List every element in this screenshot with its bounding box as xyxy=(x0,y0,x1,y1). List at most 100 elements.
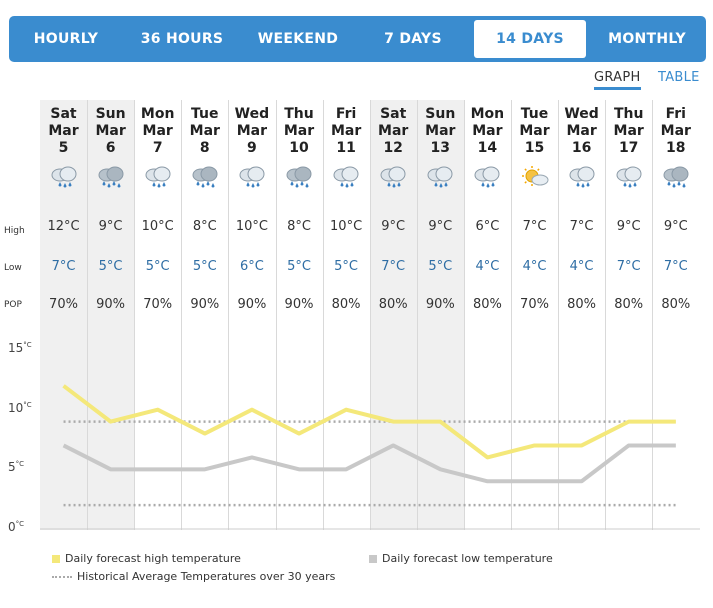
rain-icon xyxy=(616,166,642,188)
day-column[interactable]: Sun Mar 13 9°C 5°C 90% xyxy=(417,100,463,312)
tab-monthly[interactable]: MONTHLY xyxy=(608,31,686,47)
tab-36-hours[interactable]: 36 HOURS xyxy=(140,31,224,47)
day-month: Mar xyxy=(425,123,456,139)
tab-weekend[interactable]: WEEKEND xyxy=(257,31,339,47)
day-column[interactable]: Tue Mar 15 7°C 4°C 70% xyxy=(512,100,558,312)
high-temp: 8°C xyxy=(287,219,311,234)
day-of-week: Fri xyxy=(335,106,357,122)
y-axis-tick-label: 15°C xyxy=(8,341,32,355)
day-header: Thu Mar 10 xyxy=(276,106,322,157)
rain-icon xyxy=(427,166,453,188)
day-month: Mar xyxy=(236,123,268,139)
legend-low-label: Daily forecast low temperature xyxy=(382,552,553,565)
column-divider xyxy=(652,100,654,530)
table-view-toggle[interactable]: TABLE xyxy=(658,70,700,85)
day-column[interactable]: Thu Mar 17 9°C 7°C 80% xyxy=(606,100,652,312)
precip-probability: 80% xyxy=(567,297,597,312)
legend-low: Daily forecast low temperature xyxy=(369,552,553,565)
column-divider xyxy=(605,100,607,530)
day-column[interactable]: Mon Mar 14 6°C 4°C 80% xyxy=(464,100,510,312)
low-temp: 4°C xyxy=(522,259,547,274)
rain-icon xyxy=(380,166,406,188)
day-date: 13 xyxy=(430,140,451,156)
day-month: Mar xyxy=(378,123,409,139)
day-of-week: Wed xyxy=(234,106,270,122)
precip-probability: 80% xyxy=(331,297,361,312)
day-column[interactable]: Fri Mar 11 10°C 5°C 80% xyxy=(323,100,369,312)
high-temp: 9°C xyxy=(381,219,406,234)
day-header: Fri Mar 18 xyxy=(653,106,699,157)
day-header: Sat Mar 5 xyxy=(41,106,87,157)
high-temp: 9°C xyxy=(663,219,688,234)
day-column[interactable]: Tue Mar 8 8°C 5°C 90% xyxy=(182,100,228,312)
day-column[interactable]: Wed Mar 9 10°C 6°C 90% xyxy=(229,100,275,312)
tab-hourly[interactable]: HOURLY xyxy=(33,31,99,47)
day-header: Fri Mar 11 xyxy=(323,106,369,157)
low-temp: 5°C xyxy=(192,259,217,274)
day-month: Mar xyxy=(519,123,550,139)
y-tick-value: 0 xyxy=(8,520,16,534)
day-header: Thu Mar 17 xyxy=(606,106,652,157)
day-date: 16 xyxy=(571,140,592,156)
rain-icon xyxy=(569,166,595,188)
rain-icon xyxy=(239,166,265,188)
day-date: 18 xyxy=(666,140,686,156)
legend-high: Daily forecast high temperature xyxy=(52,552,241,565)
column-divider xyxy=(463,100,465,530)
day-month: Mar xyxy=(566,123,597,139)
day-date: 7 xyxy=(152,140,163,156)
day-column[interactable]: Wed Mar 16 7°C 4°C 80% xyxy=(559,100,605,312)
day-of-week: Thu xyxy=(284,106,314,122)
tab-7-days[interactable]: 7 DAYS xyxy=(384,31,442,47)
precip-probability: 80% xyxy=(472,297,502,312)
day-column[interactable]: Sun Mar 6 9°C 5°C 90% xyxy=(88,100,134,312)
graph-view-toggle[interactable]: GRAPH xyxy=(594,70,641,90)
column-divider xyxy=(558,100,560,530)
day-header: Sat Mar 12 xyxy=(370,106,416,157)
low-temp: 7°C xyxy=(663,259,688,274)
day-header: Sun Mar 13 xyxy=(417,106,463,157)
day-header: Tue Mar 15 xyxy=(512,106,558,157)
rain-icon xyxy=(51,166,76,188)
day-header: Mon Mar 14 xyxy=(464,106,510,157)
day-month: Mar xyxy=(95,123,126,139)
day-column[interactable]: Mon Mar 7 10°C 5°C 70% xyxy=(135,100,181,312)
low-temp: 7°C xyxy=(616,259,641,274)
precip-probability: 70% xyxy=(49,297,78,312)
row-label-high: High xyxy=(4,226,25,236)
sun-cloud-icon xyxy=(521,166,548,186)
day-date: 8 xyxy=(199,140,210,156)
day-month: Mar xyxy=(330,123,362,139)
day-date: 15 xyxy=(524,140,545,156)
precip-probability: 90% xyxy=(237,297,267,312)
tab-14-days[interactable]: 14 DAYS xyxy=(474,20,586,58)
row-label-low: Low xyxy=(4,263,22,273)
y-axis-tick-label: 0°C xyxy=(8,520,24,534)
day-month: Mar xyxy=(613,123,644,139)
precip-probability: 70% xyxy=(520,297,549,312)
day-column[interactable]: Sat Mar 5 12°C 7°C 70% xyxy=(41,100,87,312)
day-column[interactable]: Fri Mar 18 9°C 7°C 80% xyxy=(653,100,699,312)
precip-probability: 80% xyxy=(614,297,644,312)
legend-high-swatch xyxy=(52,555,60,563)
low-temp: 5°C xyxy=(287,259,311,274)
column-divider xyxy=(275,100,277,530)
day-month: Mar xyxy=(472,123,503,139)
low-temp: 5°C xyxy=(428,259,453,274)
y-tick-value: 5 xyxy=(8,460,16,475)
day-of-week: Thu xyxy=(613,106,644,122)
precip-probability: 90% xyxy=(96,297,126,312)
day-column[interactable]: Sat Mar 12 9°C 7°C 80% xyxy=(370,100,416,312)
column-divider xyxy=(181,100,183,530)
y-tick-value: 10 xyxy=(8,400,24,415)
day-header: Wed Mar 16 xyxy=(559,106,605,157)
legend-historical: Historical Average Temperatures over 30 … xyxy=(52,570,335,583)
day-date: 5 xyxy=(58,140,69,156)
high-temp: 10°C xyxy=(141,219,174,234)
day-of-week: Mon xyxy=(470,106,505,122)
day-column[interactable]: Thu Mar 10 8°C 5°C 90% xyxy=(276,100,322,312)
y-tick-unit: °C xyxy=(15,520,25,528)
y-axis-tick-label: 5°C xyxy=(8,460,24,474)
day-of-week: Wed xyxy=(564,106,599,122)
column-divider xyxy=(369,100,371,530)
